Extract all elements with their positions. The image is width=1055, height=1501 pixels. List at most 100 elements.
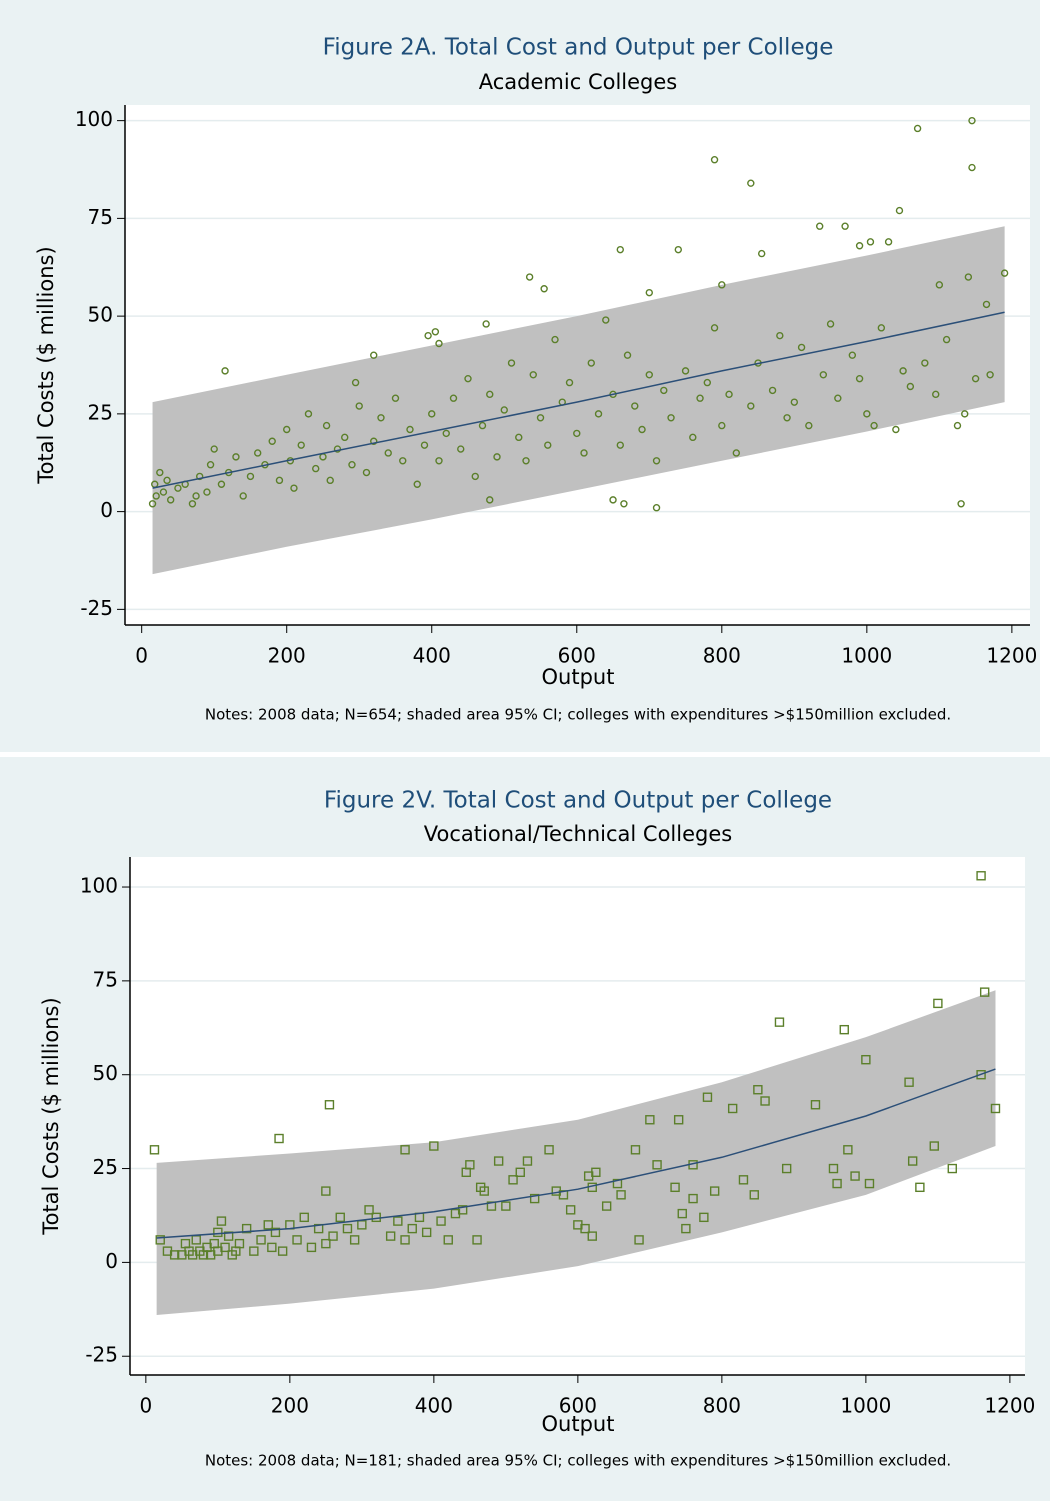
x-tick-label: 200 [268, 644, 306, 668]
data-point [241, 1223, 252, 1234]
chart-subtitle: Vocational/Technical Colleges [424, 822, 732, 846]
data-point [478, 421, 487, 430]
data-point [677, 1208, 687, 1219]
data-point [826, 320, 835, 328]
data-point [384, 449, 392, 457]
x-tick-label: 400 [415, 1394, 453, 1418]
data-point [674, 245, 682, 254]
data-point [239, 492, 247, 500]
data-point [149, 1145, 160, 1155]
y-tick-label: 100 [75, 107, 113, 131]
data-point [232, 453, 240, 461]
data-point [781, 1163, 792, 1174]
data-point [421, 1227, 432, 1238]
y-tick-label: 25 [93, 1155, 118, 1179]
data-point [522, 457, 530, 465]
y-tick-label: -25 [85, 1343, 118, 1367]
data-point [493, 1156, 504, 1166]
data-point [696, 394, 704, 402]
data-point [718, 421, 726, 430]
data-point [968, 163, 976, 172]
data-point [507, 359, 516, 367]
data-point [848, 351, 857, 359]
data-point [544, 1145, 554, 1155]
data-point [616, 245, 624, 254]
data-point [321, 1238, 331, 1249]
data-point [192, 492, 200, 500]
y-axis-label: Total Costs ($ millions) [34, 246, 58, 484]
x-axis-label: Output [542, 665, 615, 689]
data-point [290, 484, 298, 492]
data-point [699, 1212, 709, 1223]
data-point [349, 1235, 360, 1245]
data-point [263, 1220, 273, 1230]
data-point [565, 378, 574, 387]
data-point [580, 449, 588, 457]
y-tick-label: -25 [80, 596, 113, 620]
data-point [256, 1235, 266, 1245]
data-point [776, 331, 784, 340]
data-point [362, 468, 371, 477]
data-point [312, 464, 320, 473]
data-point [370, 437, 378, 445]
data-point [904, 1077, 914, 1087]
data-point [834, 394, 842, 402]
data-point [407, 1223, 417, 1234]
data-point [536, 414, 545, 422]
data-point [906, 382, 915, 391]
data-point [216, 1216, 227, 1226]
data-point [638, 425, 646, 434]
data-point [645, 1115, 655, 1125]
fit-line [156, 1068, 996, 1239]
chart-title: Figure 2V. Total Cost and Output per Col… [324, 788, 832, 814]
data-point [299, 1212, 309, 1223]
data-point [947, 1163, 957, 1174]
data-point [877, 324, 886, 332]
data-point [727, 1103, 738, 1114]
data-point [709, 1186, 720, 1196]
data-point [913, 124, 922, 133]
data-point [267, 1242, 277, 1253]
data-point [681, 367, 690, 375]
data-point [174, 484, 182, 492]
data-point [270, 1227, 281, 1238]
data-point [982, 300, 991, 309]
data-point [805, 421, 813, 430]
data-point [500, 406, 508, 414]
data-point [385, 1231, 396, 1241]
data-point [828, 1163, 839, 1174]
data-point [620, 500, 628, 508]
data-point [159, 488, 168, 496]
data-point [406, 425, 414, 434]
y-tick-label: 0 [105, 1249, 118, 1273]
y-tick-label: 50 [93, 1061, 118, 1085]
data-point [493, 453, 501, 461]
data-point [213, 1227, 223, 1238]
data-point [457, 1205, 468, 1215]
data-point [688, 1193, 698, 1204]
data-point [436, 1216, 446, 1226]
data-point [587, 1231, 597, 1241]
data-point [935, 281, 944, 289]
data-point [843, 1145, 853, 1155]
data-point [1000, 269, 1009, 277]
data-point [774, 1017, 785, 1027]
data-point [249, 1246, 259, 1256]
x-tick-label: 1000 [841, 644, 892, 668]
data-point [544, 441, 552, 449]
data-point [932, 390, 940, 399]
data-point [892, 425, 900, 434]
data-point [757, 249, 766, 258]
data-point [612, 1178, 623, 1189]
data-point [594, 410, 603, 418]
data-point [667, 414, 675, 422]
data-point [864, 1178, 875, 1189]
data-point [221, 367, 229, 375]
data-point [529, 371, 537, 379]
data-point [268, 437, 276, 445]
data-point [645, 371, 653, 379]
data-point [515, 433, 523, 442]
y-axis-label: Total Costs ($ millions) [39, 997, 63, 1235]
data-point [333, 445, 342, 453]
